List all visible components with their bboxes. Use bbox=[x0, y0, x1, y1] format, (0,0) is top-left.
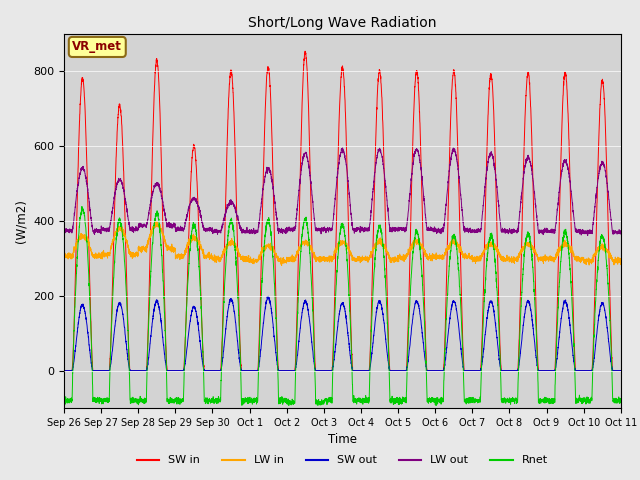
Rnet bbox=[322, 398, 330, 404]
LW out bbox=[322, 226, 330, 232]
SW out bbox=[60, 368, 68, 373]
SW out bbox=[616, 368, 624, 373]
LW in bbox=[322, 256, 330, 262]
SW in bbox=[322, 368, 330, 373]
Rnet bbox=[285, 403, 292, 408]
Line: Rnet: Rnet bbox=[64, 206, 621, 406]
LW in bbox=[468, 253, 476, 259]
LW out bbox=[584, 233, 591, 239]
SW in bbox=[499, 368, 507, 373]
SW out bbox=[617, 368, 625, 373]
LW in bbox=[617, 257, 625, 263]
SW in bbox=[467, 368, 475, 373]
LW in bbox=[161, 239, 168, 244]
Line: LW in: LW in bbox=[64, 221, 621, 265]
Legend: SW in, LW in, SW out, LW out, Rnet: SW in, LW in, SW out, LW out, Rnet bbox=[132, 451, 552, 470]
SW in bbox=[616, 368, 624, 373]
LW out bbox=[616, 231, 624, 237]
Rnet bbox=[468, 398, 476, 404]
Rnet bbox=[499, 396, 507, 402]
SW out bbox=[467, 368, 475, 373]
LW in bbox=[436, 254, 444, 260]
LW out bbox=[339, 145, 346, 151]
SW out bbox=[160, 347, 168, 352]
SW out bbox=[499, 368, 507, 373]
Rnet bbox=[78, 204, 86, 209]
SW in bbox=[160, 273, 168, 278]
Y-axis label: (W/m2): (W/m2) bbox=[15, 199, 28, 243]
Rnet bbox=[616, 396, 624, 401]
SW out bbox=[322, 368, 330, 373]
LW in bbox=[60, 253, 68, 259]
LW out bbox=[499, 228, 507, 234]
Rnet bbox=[436, 396, 444, 401]
Rnet bbox=[617, 400, 625, 406]
LW in bbox=[278, 263, 285, 268]
Line: SW out: SW out bbox=[64, 296, 621, 371]
Rnet bbox=[161, 301, 168, 307]
LW out bbox=[60, 229, 68, 235]
LW out bbox=[467, 228, 475, 234]
SW out bbox=[264, 293, 272, 299]
Line: SW in: SW in bbox=[64, 51, 621, 371]
LW out bbox=[160, 207, 168, 213]
Rnet bbox=[60, 398, 68, 404]
X-axis label: Time: Time bbox=[328, 433, 357, 446]
LW out bbox=[617, 230, 625, 236]
SW in bbox=[60, 368, 68, 373]
Text: VR_met: VR_met bbox=[72, 40, 122, 53]
LW in bbox=[152, 218, 159, 224]
LW in bbox=[616, 256, 624, 262]
LW in bbox=[499, 258, 507, 264]
SW out bbox=[436, 368, 444, 373]
SW in bbox=[617, 368, 625, 373]
SW in bbox=[436, 368, 444, 373]
LW out bbox=[436, 227, 444, 232]
Line: LW out: LW out bbox=[64, 148, 621, 236]
Title: Short/Long Wave Radiation: Short/Long Wave Radiation bbox=[248, 16, 436, 30]
SW in bbox=[301, 48, 309, 54]
